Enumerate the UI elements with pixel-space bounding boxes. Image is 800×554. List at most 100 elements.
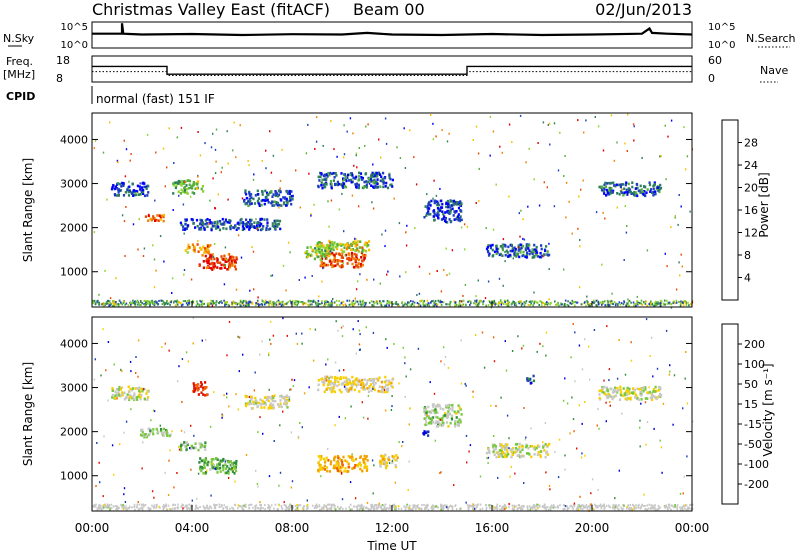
velocity-ground-cell	[557, 505, 559, 507]
velocity-scatter-cell	[113, 363, 115, 366]
power-cell	[254, 194, 257, 197]
velocity-ground-cell	[499, 505, 501, 508]
velocity-cell	[364, 457, 367, 460]
power-scatter-cell	[213, 243, 216, 245]
nave-right-label: Nave	[760, 64, 788, 77]
power-cell	[141, 190, 144, 194]
velocity-cell	[448, 407, 451, 411]
date-label: 02/Jun/2013	[595, 0, 692, 19]
velocity-ground-cell	[241, 506, 244, 509]
power-scatter-cell	[217, 193, 219, 196]
velocity-ground-cell	[362, 508, 365, 511]
power-colorbar-tick-label: 8	[744, 249, 751, 262]
velocity-ground-cell	[556, 506, 558, 509]
power-cell	[487, 244, 490, 247]
velocity-cell	[350, 387, 353, 390]
velocity-cell	[506, 450, 509, 453]
power-ground-cell	[328, 303, 331, 306]
velocity-cell	[353, 466, 356, 469]
velocity-cell	[225, 471, 228, 474]
power-ground-cell	[588, 304, 590, 307]
power-ground-cell	[155, 300, 157, 303]
power-cell	[229, 227, 232, 231]
power-cell	[515, 252, 518, 255]
power-ground-cell	[407, 301, 409, 304]
power-cell	[457, 202, 460, 206]
power-scatter-cell	[336, 155, 338, 158]
power-cell	[346, 262, 349, 265]
velocity-cell	[390, 384, 393, 388]
power-ground-cell	[269, 300, 272, 303]
power-cell	[314, 250, 317, 253]
velocity-ground-cell	[281, 507, 284, 510]
power-ground-cell	[317, 302, 319, 305]
velocity-cell	[184, 445, 187, 448]
velocity-cell	[546, 453, 549, 456]
power-cell	[319, 245, 322, 249]
power-cell	[323, 185, 326, 189]
power-ground-cell	[173, 301, 175, 304]
velocity-cell	[254, 402, 257, 405]
power-cell	[172, 192, 175, 195]
velocity-ground-cell	[688, 507, 691, 510]
power-cell	[437, 213, 440, 217]
velocity-cell	[369, 379, 372, 382]
power-cell	[230, 262, 234, 265]
velocity-cell	[351, 383, 354, 387]
velocity-cell	[347, 462, 350, 466]
power-cell	[286, 200, 289, 204]
power-scatter-cell	[577, 119, 579, 122]
power-ground-cell	[437, 299, 440, 302]
power-cell	[222, 227, 225, 230]
power-scatter-cell	[475, 302, 477, 305]
velocity-cell	[324, 461, 327, 464]
power-ground-cell	[641, 303, 644, 306]
power-ground-cell	[137, 303, 139, 306]
velocity-cell	[434, 415, 437, 419]
velocity-scatter-cell	[176, 472, 178, 474]
power-cell	[248, 197, 251, 201]
power-ground-cell	[210, 299, 212, 302]
velocity-ground-cell	[517, 504, 520, 507]
power-cell	[159, 215, 162, 219]
power-cell	[117, 188, 121, 191]
power-cell	[127, 190, 130, 194]
velocity-ground-cell	[104, 505, 106, 508]
power-ground-cell	[239, 304, 242, 307]
power-ground-cell	[482, 303, 484, 306]
power-cell	[234, 265, 237, 268]
velocity-cell	[359, 464, 363, 467]
velocity-cell	[256, 404, 259, 408]
power-ground-cell	[485, 304, 487, 307]
power-cell	[539, 255, 542, 259]
power-cell	[350, 178, 353, 182]
velocity-cell	[434, 421, 437, 425]
power-scatter-cell	[508, 195, 510, 198]
velocity-ground-cell	[639, 507, 642, 510]
velocity-cell	[655, 397, 658, 400]
velocity-cell	[194, 442, 197, 445]
power-cell	[438, 209, 441, 213]
velocity-ground-cell	[368, 508, 370, 511]
velocity-cell	[231, 467, 234, 470]
power-scatter-cell	[571, 232, 573, 235]
power-ground-cell	[640, 302, 643, 305]
velocity-scatter-cell	[574, 331, 576, 334]
velocity-cell	[260, 406, 263, 409]
velocity-cell	[212, 466, 215, 470]
velocity-cell	[257, 401, 260, 405]
velocity-ground-cell	[533, 506, 536, 509]
velocity-scatter-cell	[150, 419, 152, 422]
power-ground-cell	[682, 304, 685, 307]
velocity-cell	[127, 385, 130, 389]
velocity-cell	[250, 395, 253, 398]
power-scatter-cell	[398, 222, 401, 225]
power-cell	[257, 223, 260, 227]
velocity-ground-cell	[684, 507, 686, 510]
velocity-cell	[495, 455, 498, 459]
velocity-cell	[362, 388, 365, 391]
velocity-ground-cell	[582, 506, 585, 509]
power-cell	[360, 256, 363, 259]
power-cell	[533, 255, 536, 259]
power-ground-cell	[688, 304, 690, 307]
